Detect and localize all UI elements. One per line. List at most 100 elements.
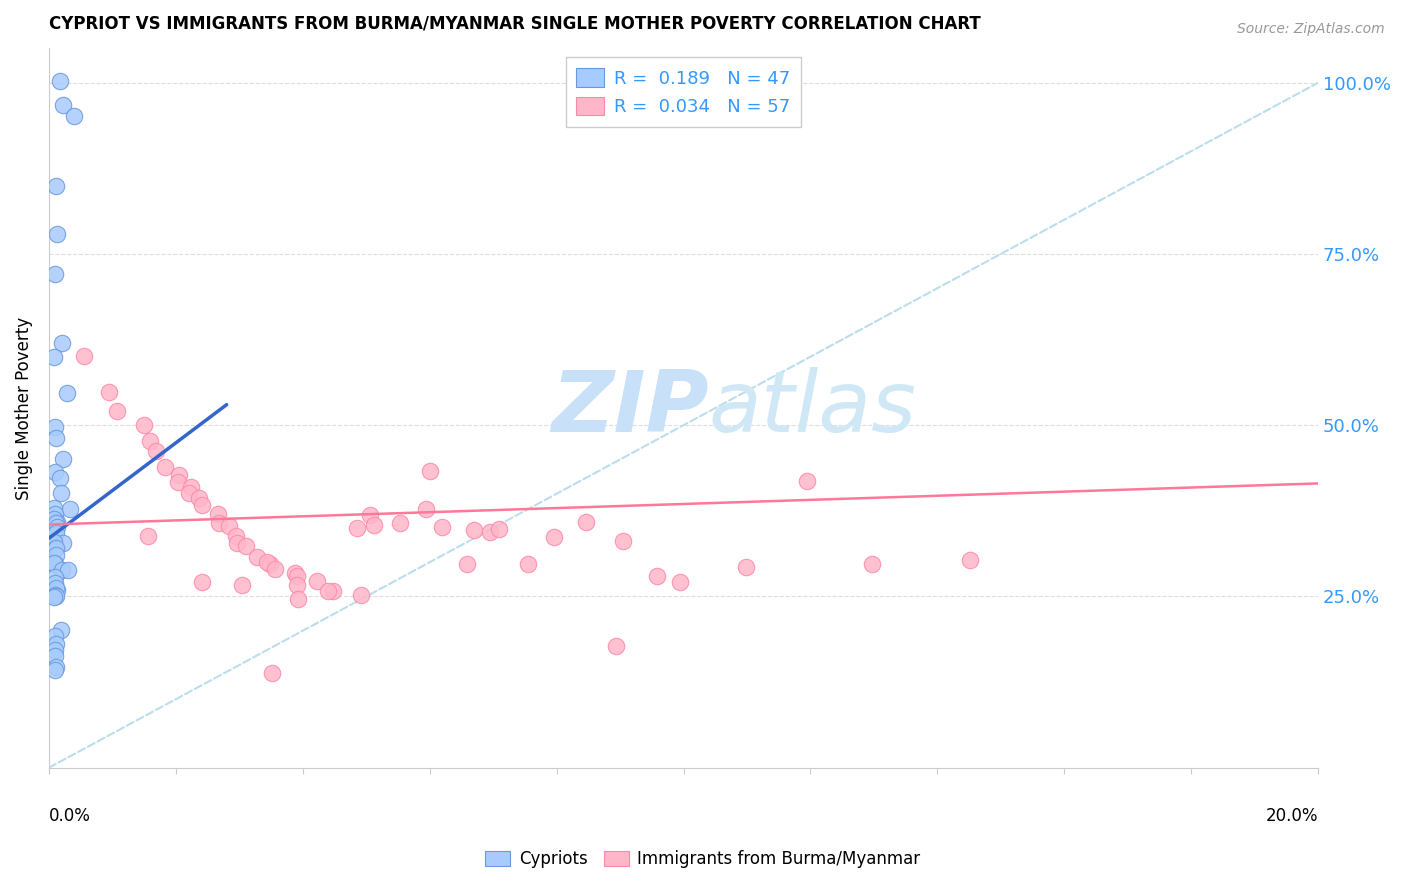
Point	[187, 491, 209, 505]
Point	[245, 550, 267, 565]
Point	[51, 335, 73, 350]
Point	[52, 536, 75, 550]
Point	[463, 523, 485, 537]
Point	[346, 521, 368, 535]
Point	[415, 502, 437, 516]
Point	[208, 516, 231, 531]
Point	[307, 574, 329, 589]
Point	[139, 434, 162, 449]
Point	[322, 584, 344, 599]
Point	[45, 582, 67, 596]
Point	[612, 533, 634, 548]
Point	[264, 562, 287, 576]
Point	[52, 97, 75, 112]
Point	[46, 227, 69, 241]
Point	[44, 649, 66, 664]
Point	[45, 516, 67, 530]
Point	[45, 549, 67, 563]
Point	[645, 568, 668, 582]
Point	[42, 350, 65, 364]
Point	[574, 516, 596, 530]
Point	[73, 349, 96, 363]
Point	[180, 480, 202, 494]
Point	[363, 518, 385, 533]
Point	[225, 528, 247, 542]
Legend: R =  0.189   N = 47, R =  0.034   N = 57: R = 0.189 N = 47, R = 0.034 N = 57	[565, 57, 801, 127]
Point	[177, 485, 200, 500]
Point	[359, 508, 381, 522]
Legend: Cypriots, Immigrants from Burma/Myanmar: Cypriots, Immigrants from Burma/Myanmar	[478, 844, 928, 875]
Point	[52, 452, 75, 467]
Point	[44, 507, 66, 521]
Point	[735, 559, 758, 574]
Point	[44, 588, 66, 602]
Point	[191, 574, 214, 589]
Point	[169, 468, 191, 483]
Point	[51, 623, 73, 637]
Point	[350, 588, 373, 602]
Point	[42, 512, 65, 526]
Point	[796, 474, 818, 488]
Point	[231, 577, 253, 591]
Point	[430, 520, 453, 534]
Point	[44, 643, 66, 657]
Point	[105, 404, 128, 418]
Point	[478, 525, 501, 540]
Point	[959, 553, 981, 567]
Point	[46, 515, 69, 529]
Point	[44, 557, 66, 571]
Point	[256, 555, 278, 569]
Point	[456, 558, 478, 572]
Point	[44, 466, 66, 480]
Point	[316, 584, 339, 599]
Point	[287, 591, 309, 606]
Point	[44, 663, 66, 677]
Point	[45, 178, 67, 193]
Point	[166, 475, 188, 489]
Point	[235, 540, 257, 554]
Point	[226, 536, 249, 550]
Point	[516, 557, 538, 571]
Point	[42, 535, 65, 549]
Y-axis label: Single Mother Poverty: Single Mother Poverty	[15, 317, 32, 500]
Point	[58, 502, 80, 516]
Point	[98, 385, 121, 400]
Point	[605, 640, 627, 654]
Point	[44, 420, 66, 434]
Point	[669, 574, 692, 589]
Point	[45, 541, 67, 555]
Point	[153, 459, 176, 474]
Point	[44, 570, 66, 584]
Point	[44, 526, 66, 541]
Point	[419, 464, 441, 478]
Point	[543, 530, 565, 544]
Point	[44, 590, 66, 604]
Point	[388, 516, 411, 530]
Point	[56, 386, 79, 401]
Point	[44, 629, 66, 643]
Point	[45, 582, 67, 597]
Point	[132, 417, 155, 432]
Point	[44, 501, 66, 516]
Point	[191, 499, 214, 513]
Text: Source: ZipAtlas.com: Source: ZipAtlas.com	[1237, 22, 1385, 37]
Point	[259, 557, 281, 571]
Point	[44, 541, 66, 556]
Point	[488, 523, 510, 537]
Point	[136, 529, 159, 543]
Point	[49, 486, 72, 500]
Point	[45, 637, 67, 651]
Point	[44, 267, 66, 281]
Point	[51, 563, 73, 577]
Point	[49, 74, 72, 88]
Point	[45, 431, 67, 445]
Point	[46, 519, 69, 533]
Point	[218, 518, 240, 533]
Point	[207, 508, 229, 522]
Point	[44, 528, 66, 542]
Text: ZIP: ZIP	[551, 367, 709, 450]
Text: CYPRIOT VS IMMIGRANTS FROM BURMA/MYANMAR SINGLE MOTHER POVERTY CORRELATION CHART: CYPRIOT VS IMMIGRANTS FROM BURMA/MYANMAR…	[49, 15, 981, 33]
Point	[285, 578, 308, 592]
Point	[45, 590, 67, 604]
Point	[860, 557, 883, 571]
